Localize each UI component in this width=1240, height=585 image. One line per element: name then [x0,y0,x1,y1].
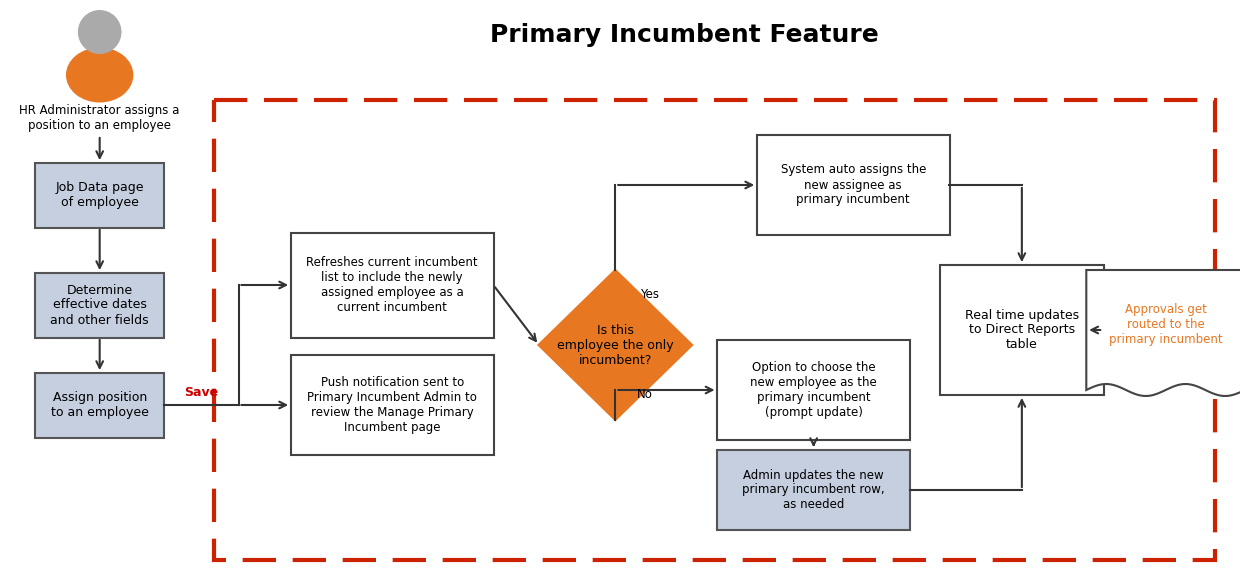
Text: Save: Save [184,387,218,400]
Text: Real time updates
to Direct Reports
table: Real time updates to Direct Reports tabl… [965,308,1079,352]
Text: System auto assigns the
new assignee as
primary incumbent: System auto assigns the new assignee as … [781,163,926,207]
Ellipse shape [66,47,134,102]
FancyBboxPatch shape [940,265,1104,395]
Text: Refreshes current incumbent
list to include the newly
assigned employee as a
cur: Refreshes current incumbent list to incl… [306,256,477,314]
FancyBboxPatch shape [290,355,494,455]
Text: No: No [637,388,653,401]
Text: Job Data page
of employee: Job Data page of employee [56,181,144,209]
PathPatch shape [1086,270,1240,396]
FancyBboxPatch shape [35,373,164,438]
Text: Admin updates the new
primary incumbent row,
as needed: Admin updates the new primary incumbent … [743,469,885,511]
FancyBboxPatch shape [717,340,910,440]
Polygon shape [538,270,692,420]
Text: Push notification sent to
Primary Incumbent Admin to
review the Manage Primary
I: Push notification sent to Primary Incumb… [308,376,477,434]
Text: Assign position
to an employee: Assign position to an employee [51,391,149,419]
Circle shape [78,10,122,54]
FancyBboxPatch shape [35,163,164,228]
Text: Is this
employee the only
incumbent?: Is this employee the only incumbent? [557,324,673,366]
Text: Determine
effective dates
and other fields: Determine effective dates and other fiel… [51,284,149,326]
FancyBboxPatch shape [717,450,910,530]
Text: Approvals get
routed to the
primary incumbent: Approvals get routed to the primary incu… [1109,304,1223,346]
Text: Option to choose the
new employee as the
primary incumbent
(prompt update): Option to choose the new employee as the… [750,361,877,419]
Text: Yes: Yes [641,288,660,301]
Text: Primary Incumbent Feature: Primary Incumbent Feature [490,23,879,47]
FancyBboxPatch shape [756,135,950,235]
FancyBboxPatch shape [35,273,164,338]
Text: HR Administrator assigns a
position to an employee: HR Administrator assigns a position to a… [20,104,180,132]
FancyBboxPatch shape [290,232,494,338]
